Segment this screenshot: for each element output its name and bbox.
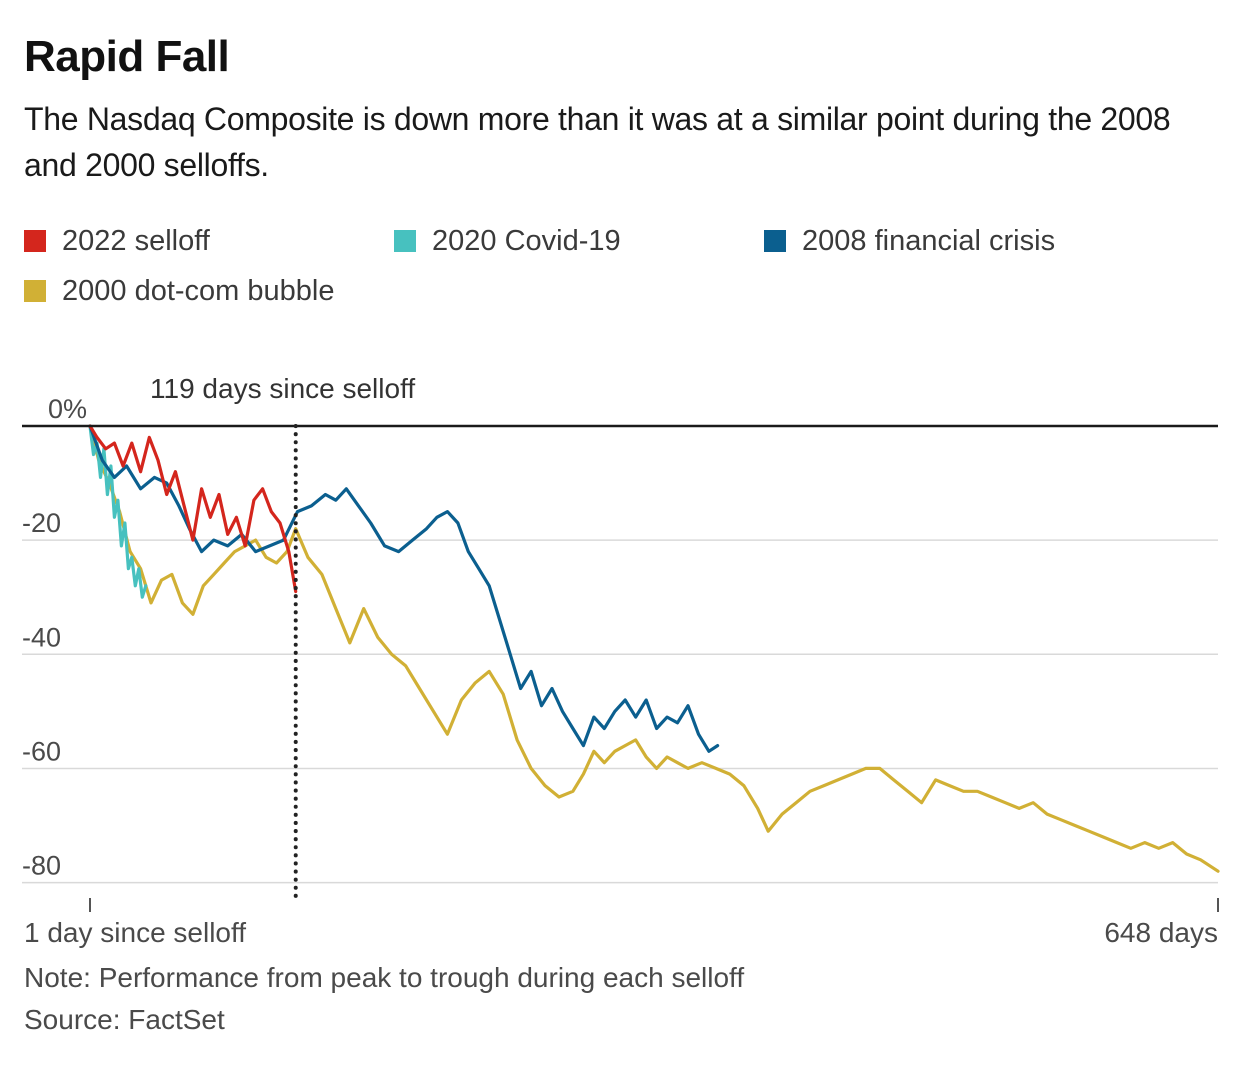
legend-item-2022: 2022 selloff: [24, 218, 210, 264]
chart-legend: 2022 selloff 2020 Covid-19 2008 financia…: [24, 218, 1214, 328]
x-tick-label: 1 day since selloff: [24, 917, 246, 948]
legend-swatch-2000: [24, 280, 46, 302]
series-line-2020-covid-19: [88, 424, 148, 599]
y-tick-label: 0%: [48, 394, 87, 424]
series-line-2022-selloff: [88, 424, 298, 594]
legend-swatch-2022: [24, 230, 46, 252]
chart-note: Note: Performance from peak to trough du…: [24, 962, 745, 993]
legend-label-2008: 2008 financial crisis: [802, 224, 1056, 257]
x-tick-label: 648 days: [1104, 917, 1218, 948]
legend-item-2020: 2020 Covid-19: [394, 218, 621, 264]
line-chart: 0% -20 -40 -60 -80 1 day since selloff 648 day…: [22, 373, 1220, 948]
y-tick-label: -40: [22, 622, 61, 652]
series-line-2008-financial-crisis: [88, 424, 720, 753]
legend-label-2020: 2020 Covid-19: [432, 224, 621, 257]
y-tick-label: -80: [22, 851, 61, 881]
legend-swatch-2008: [764, 230, 786, 252]
legend-swatch-2020: [394, 230, 416, 252]
y-tick-label: -60: [22, 736, 61, 766]
legend-label-2022: 2022 selloff: [62, 224, 210, 257]
chart-subtitle: The Nasdaq Composite is down more than i…: [24, 101, 1171, 183]
legend-item-2000: 2000 dot-com bubble: [24, 268, 334, 314]
annotation-label: 119 days since selloff: [150, 373, 415, 404]
legend-label-2000: 2000 dot-com bubble: [62, 274, 335, 307]
y-tick-label: -20: [22, 508, 61, 538]
chart-title: Rapid Fall: [24, 32, 230, 81]
chart-source: Source: FactSet: [24, 1004, 225, 1035]
series-line-2000-dot-com-bubble: [88, 424, 1220, 873]
legend-item-2008: 2008 financial crisis: [764, 218, 1055, 264]
